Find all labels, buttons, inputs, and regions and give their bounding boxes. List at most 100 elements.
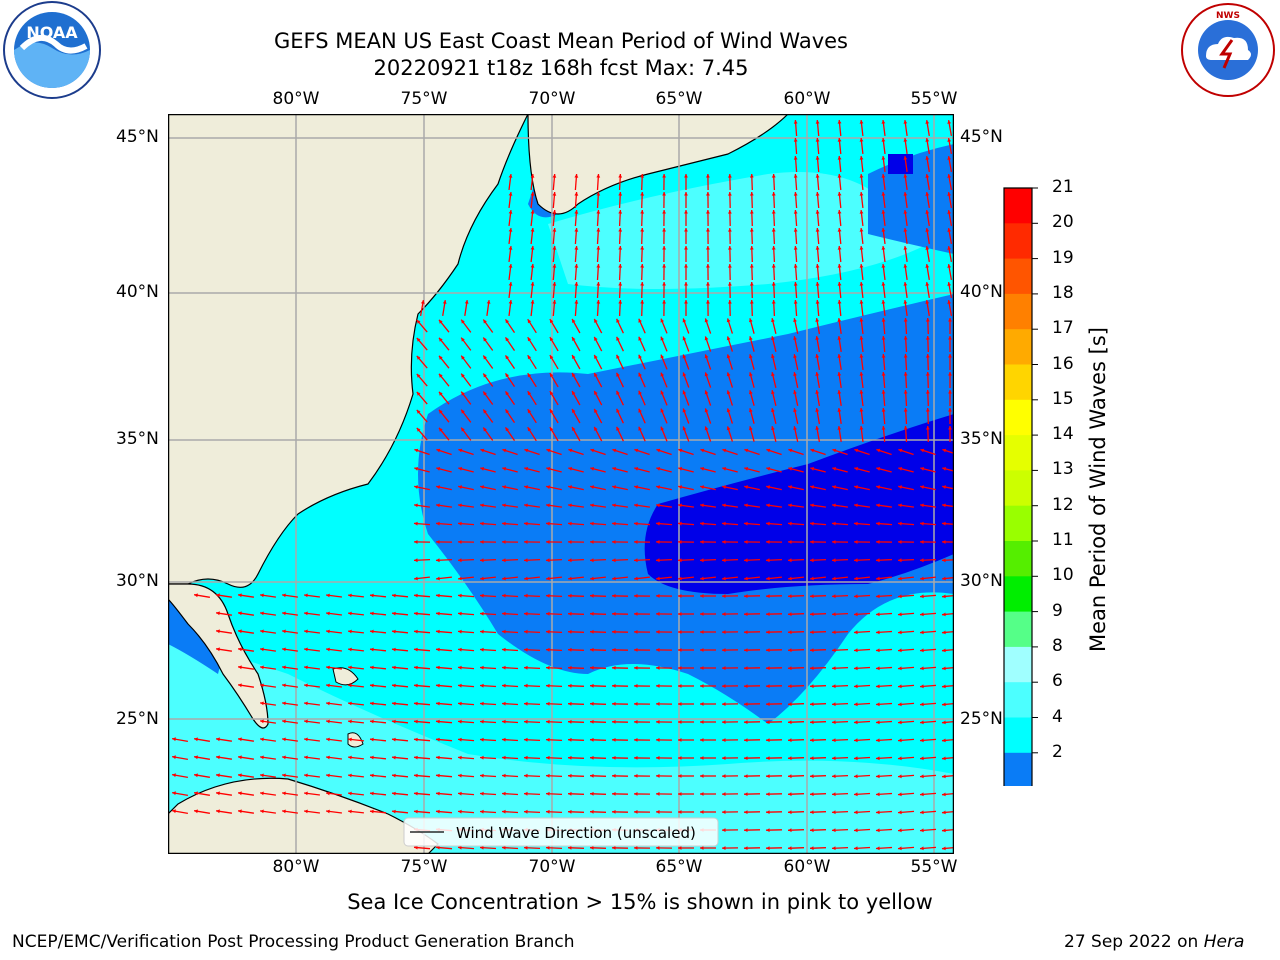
- wave-direction-arrowhead: [436, 629, 440, 634]
- colorbar-tick-label: 13: [1052, 459, 1074, 480]
- wave-direction-arrowhead: [788, 792, 792, 797]
- wave-direction-arrowhead: [678, 521, 682, 526]
- lat-label-right: 35°N: [960, 429, 1003, 449]
- wave-direction-arrowhead: [728, 192, 732, 196]
- wave-direction-arrowhead: [920, 774, 924, 779]
- graticule: [168, 114, 954, 854]
- wave-direction-arrowhead: [898, 503, 902, 508]
- wave-direction-arrowhead: [876, 738, 880, 743]
- wave-direction-arrowhead: [568, 448, 573, 453]
- colorbar-tick-label: 12: [1052, 494, 1074, 515]
- wave-direction-arrowhead: [596, 282, 601, 286]
- wave-direction-arrowhead: [612, 540, 616, 544]
- wave-direction-arrowhead: [728, 210, 732, 214]
- wave-direction-arrowhead: [700, 612, 704, 616]
- wave-direction-arrowhead: [898, 485, 902, 489]
- wave-direction-arrowhead: [502, 593, 506, 598]
- wave-direction-arrowhead: [859, 390, 864, 394]
- wave-direction-arrowhead: [942, 792, 946, 797]
- wave-direction-arrowhead: [700, 756, 704, 760]
- wave-direction-arrowhead: [854, 684, 858, 689]
- wave-direction-arrowhead: [682, 354, 687, 359]
- wave-direction-arrowhead: [638, 390, 642, 395]
- wave-direction-arrowhead: [881, 336, 886, 340]
- wave-direction-arrowhead: [618, 192, 623, 196]
- lon-label-bottom: 75°W: [400, 857, 448, 877]
- wave-direction-arrowhead: [656, 485, 660, 489]
- wave-direction-arrowhead: [326, 629, 330, 634]
- wave-direction-arrowhead: [920, 576, 924, 581]
- wave-direction-arrowhead: [942, 738, 946, 743]
- wave-direction-arrowhead: [766, 756, 770, 760]
- wave-direction-arrowhead: [948, 336, 952, 340]
- wave-direction-arrowhead: [722, 666, 726, 670]
- wave-direction-arrowhead: [722, 448, 727, 453]
- wave-direction-arrowhead: [722, 756, 726, 760]
- wave-direction-arrowhead: [370, 791, 374, 796]
- colorbar-segment: [1004, 223, 1032, 260]
- wave-direction-arrowhead: [700, 521, 704, 526]
- wave-direction-arrowhead: [859, 246, 864, 250]
- wave-direction-arrowhead: [766, 846, 770, 850]
- wave-direction-arrowhead: [832, 666, 836, 671]
- wave-direction-arrowhead: [771, 246, 776, 250]
- wave-direction-arrowhead: [260, 755, 264, 760]
- wave-direction-arrowhead: [815, 336, 820, 340]
- wave-direction-arrowhead: [788, 576, 792, 581]
- wave-direction-arrowhead: [568, 467, 573, 471]
- wave-direction-arrowhead: [392, 701, 396, 706]
- wave-direction-arrowhead: [568, 791, 572, 796]
- wave-direction-arrowhead: [524, 503, 528, 508]
- wave-direction-arrowhead: [502, 558, 506, 563]
- wave-direction-arrowhead: [920, 448, 925, 453]
- wave-direction-arrowhead: [678, 846, 682, 850]
- wave-direction-arrowhead: [508, 228, 513, 232]
- wave-direction-arrowhead: [590, 737, 594, 742]
- wave-direction-arrowhead: [238, 773, 242, 778]
- wave-direction-arrowhead: [766, 594, 770, 598]
- wave-direction-arrowhead: [370, 665, 374, 670]
- wave-direction-arrowhead: [903, 120, 908, 124]
- wave-direction-arrowhead: [749, 426, 753, 431]
- wave-direction-arrowhead: [590, 791, 594, 796]
- wave-direction-arrowhead: [638, 354, 642, 359]
- wave-direction-arrowhead: [815, 228, 820, 232]
- wave-direction-arrowhead: [903, 426, 908, 430]
- wave-direction-arrowhead: [854, 521, 858, 526]
- wave-direction-arrowhead: [596, 174, 601, 178]
- wave-direction-arrowhead: [903, 264, 908, 268]
- wave-direction-arrowhead: [903, 372, 908, 376]
- wave-direction-arrowhead: [414, 485, 418, 489]
- wave-direction-arrowhead: [793, 408, 797, 412]
- wave-direction-arrowhead: [678, 576, 682, 581]
- wave-direction-arrowhead: [546, 611, 550, 616]
- wave-direction-arrowhead: [920, 467, 925, 471]
- wave-direction-arrowhead: [876, 521, 880, 526]
- wave-direction-arrowhead: [810, 594, 814, 599]
- wave-direction-arrowhead: [942, 648, 946, 653]
- wave-direction-arrowhead: [524, 719, 528, 724]
- wave-direction-arrowhead: [634, 648, 638, 652]
- wave-direction-arrowhead: [744, 684, 748, 688]
- lat-label-right: 30°N: [960, 571, 1003, 591]
- wave-direction-arrowhead: [947, 300, 952, 304]
- wave-direction-arrowhead: [618, 282, 623, 286]
- wave-direction-arrowhead: [194, 809, 198, 814]
- wave-direction-arrowhead: [744, 485, 748, 489]
- wave-direction-arrowhead: [524, 809, 528, 814]
- wave-direction-arrowhead: [876, 684, 880, 689]
- wave-direction-arrowhead: [326, 809, 330, 814]
- wave-direction-arrowhead: [881, 282, 886, 286]
- wave-direction-arrowhead: [282, 809, 286, 814]
- wave-direction-arrowhead: [458, 467, 463, 471]
- wave-direction-arrowhead: [524, 448, 529, 453]
- wave-direction-arrowhead: [524, 665, 528, 670]
- wave-direction-arrowhead: [684, 282, 688, 286]
- wave-direction-arrowhead: [810, 576, 814, 581]
- wave-direction-arrowhead: [859, 354, 864, 358]
- wave-direction-arrowhead: [546, 467, 551, 471]
- wave-direction-arrowhead: [414, 719, 418, 724]
- wave-direction-arrowhead: [656, 521, 660, 526]
- wave-direction-arrowhead: [678, 810, 682, 814]
- wave-direction-arrowhead: [574, 192, 579, 196]
